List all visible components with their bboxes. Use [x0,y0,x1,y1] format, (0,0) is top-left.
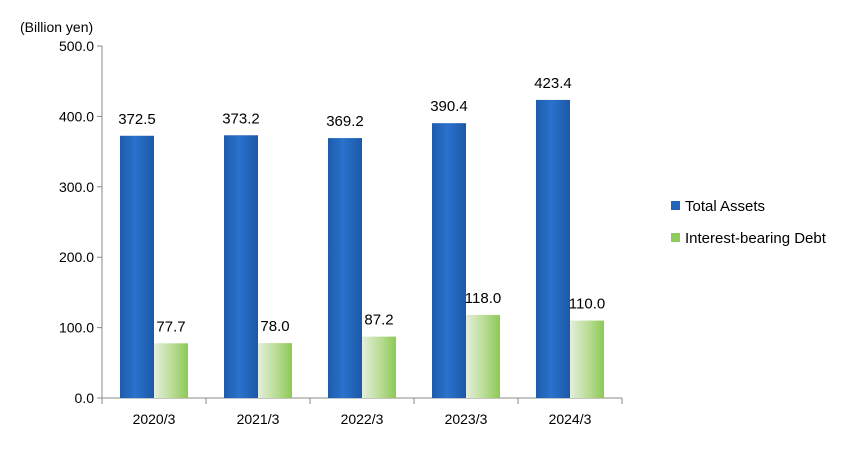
bar-total-assets [224,135,258,398]
data-label: 390.4 [430,98,468,115]
bar-total-assets [432,123,466,399]
data-label: 118.0 [465,290,501,307]
x-axis: 2020/3 2021/3 2022/3 2023/3 2024/3 [101,397,623,427]
x-tick-label: 2024/3 [549,411,592,427]
legend-label: Total Assets [685,198,765,215]
legend-swatch [671,233,680,242]
data-label: 369.2 [326,113,364,130]
bar-interest-bearing-debt [466,314,500,398]
data-label: 373.2 [222,110,260,127]
legend: Total Assets Interest-bearing Debt [671,198,827,247]
y-tick-label: 400.0 [59,108,94,124]
data-label: 423.4 [534,75,572,92]
legend-label: Interest-bearing Debt [685,230,827,247]
data-label: 78.0 [260,318,289,335]
data-labels: 372.5 373.2 369.2 390.4 423.4 77.7 78.0 87.2 118… [118,75,605,335]
x-tick-label: 2023/3 [445,411,488,427]
bar-total-assets [120,135,154,398]
x-tick-label: 2022/3 [341,411,384,427]
data-label: 372.5 [118,111,156,128]
y-tick-label: 200.0 [59,249,94,265]
data-label: 77.7 [156,318,185,335]
x-tick-label: 2021/3 [237,411,280,427]
y-unit-label: (Billion yen) [20,19,93,35]
bar-interest-bearing-debt [154,343,188,398]
bar-total-assets [328,138,362,399]
x-tick-label: 2020/3 [133,411,176,427]
y-axis: 0.0 100.0 200.0 300.0 400.0 500.0 [59,38,103,406]
bar-interest-bearing-debt [362,336,396,398]
data-label: 110.0 [569,296,605,313]
y-tick-label: 500.0 [59,38,94,54]
data-label: 87.2 [364,312,393,329]
y-tick-label: 100.0 [59,320,94,336]
y-tick-label: 0.0 [75,390,95,406]
bar-interest-bearing-debt [570,320,604,398]
bar-total-assets [536,99,570,399]
y-tick-label: 300.0 [59,179,94,195]
bar-interest-bearing-debt [258,343,292,398]
bars [120,99,604,399]
legend-swatch [671,201,680,210]
